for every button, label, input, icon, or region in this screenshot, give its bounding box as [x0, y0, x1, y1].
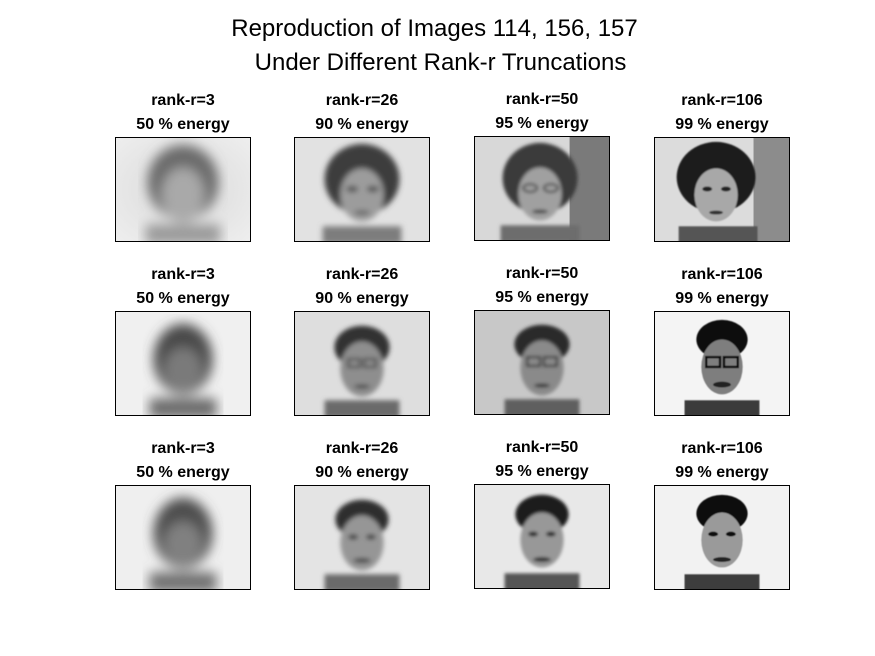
face-image-reconstruction — [115, 485, 251, 590]
rank-label: rank-r=106 — [681, 266, 763, 283]
figure-title-line2: Under Different Rank-r Truncations — [254, 49, 627, 76]
face-image-reconstruction — [654, 311, 790, 416]
energy-label: 50 % energy — [136, 464, 230, 481]
rank-label: rank-r=50 — [505, 439, 579, 456]
face-image-reconstruction — [474, 310, 610, 415]
rank-label: rank-r=3 — [151, 440, 215, 457]
energy-label: 50 % energy — [136, 290, 230, 307]
rank-label: rank-r=3 — [151, 92, 215, 109]
energy-label: 90 % energy — [315, 464, 409, 481]
face-image-reconstruction — [294, 485, 430, 590]
rank-label: rank-r=50 — [505, 265, 579, 282]
rank-label: rank-r=26 — [325, 92, 399, 109]
rank-label: rank-r=3 — [151, 266, 215, 283]
energy-label: 99 % energy — [675, 116, 769, 133]
energy-label: 95 % energy — [495, 115, 589, 132]
energy-label: 99 % energy — [675, 290, 769, 307]
figure-title-line1: Reproduction of Images 114, 156, 157 — [231, 15, 638, 42]
face-image-reconstruction — [474, 484, 610, 589]
face-image-reconstruction — [294, 137, 430, 242]
face-image-reconstruction — [294, 311, 430, 416]
face-image-reconstruction — [115, 311, 251, 416]
rank-label: rank-r=50 — [505, 91, 579, 108]
rank-label: rank-r=106 — [681, 440, 763, 457]
face-image-reconstruction — [474, 136, 610, 241]
energy-label: 95 % energy — [495, 289, 589, 306]
rank-label: rank-r=26 — [325, 266, 399, 283]
energy-label: 50 % energy — [136, 116, 230, 133]
face-image-reconstruction — [115, 137, 251, 242]
face-image-reconstruction — [654, 485, 790, 590]
energy-label: 99 % energy — [675, 464, 769, 481]
energy-label: 90 % energy — [315, 116, 409, 133]
energy-label: 95 % energy — [495, 463, 589, 480]
energy-label: 90 % energy — [315, 290, 409, 307]
face-image-reconstruction — [654, 137, 790, 242]
rank-label: rank-r=106 — [681, 92, 763, 109]
rank-label: rank-r=26 — [325, 440, 399, 457]
